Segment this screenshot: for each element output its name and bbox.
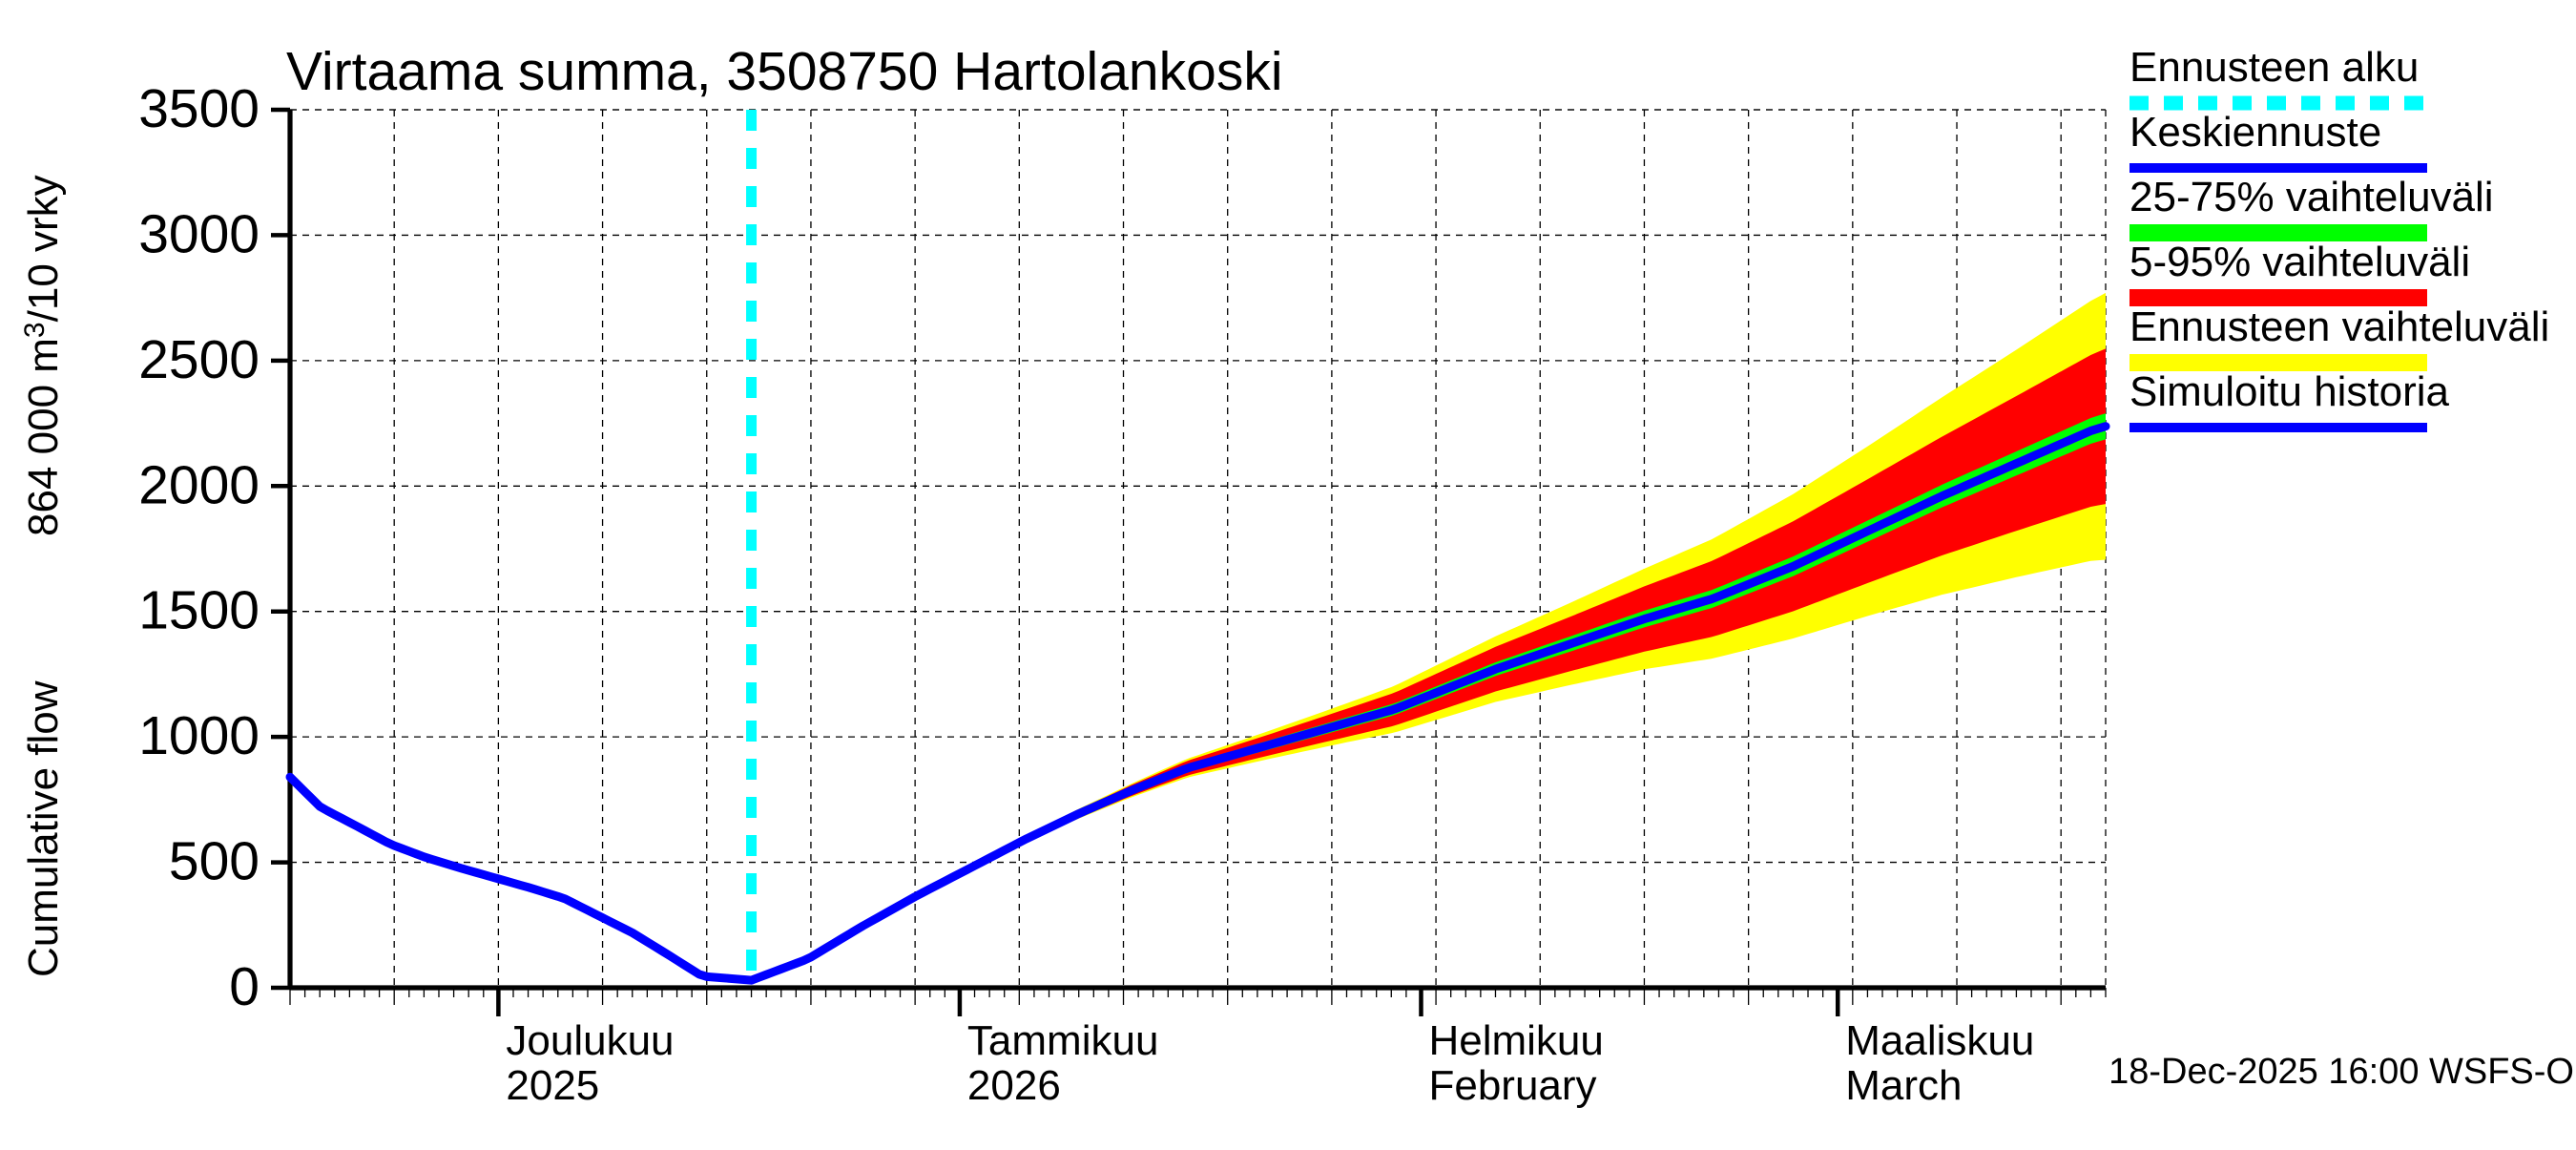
svg-text:1500: 1500 [138, 580, 260, 641]
svg-text:Simuloitu historia: Simuloitu historia [2129, 368, 2450, 415]
svg-text:2500: 2500 [138, 329, 260, 390]
svg-text:Ennusteen alku: Ennusteen alku [2129, 44, 2419, 91]
svg-text:25-75% vaihteluväli: 25-75% vaihteluväli [2129, 174, 2494, 220]
svg-text:1000: 1000 [138, 705, 260, 766]
svg-text:Keskiennuste: Keskiennuste [2129, 109, 2381, 156]
svg-text:5-95% vaihteluväli: 5-95% vaihteluväli [2129, 239, 2470, 285]
svg-text:864 000 m3/10 vrky: 864 000 m3/10 vrky [19, 175, 67, 536]
svg-text:2000: 2000 [138, 454, 260, 515]
svg-text:2025: 2025 [506, 1062, 599, 1109]
svg-text:Helmikuu: Helmikuu [1428, 1017, 1603, 1064]
svg-text:3500: 3500 [138, 78, 260, 139]
svg-text:February: February [1428, 1062, 1596, 1109]
svg-text:Ennusteen vaihteluväli: Ennusteen vaihteluväli [2129, 303, 2549, 350]
svg-text:March: March [1845, 1062, 1962, 1109]
svg-text:Maaliskuu: Maaliskuu [1845, 1017, 2034, 1064]
svg-text:500: 500 [169, 831, 260, 892]
svg-text:2026: 2026 [967, 1062, 1061, 1109]
svg-text:Cumulative flow: Cumulative flow [20, 680, 67, 977]
svg-text:3000: 3000 [138, 203, 260, 264]
svg-text:0: 0 [229, 956, 260, 1017]
svg-text:Virtaama summa, 3508750 Hartol: Virtaama summa, 3508750 Hartolankoski [286, 41, 1282, 102]
svg-text:18-Dec-2025 16:00 WSFS-O: 18-Dec-2025 16:00 WSFS-O [2109, 1052, 2574, 1092]
svg-text:Tammikuu: Tammikuu [967, 1017, 1158, 1064]
svg-text:Joulukuu: Joulukuu [506, 1017, 674, 1064]
